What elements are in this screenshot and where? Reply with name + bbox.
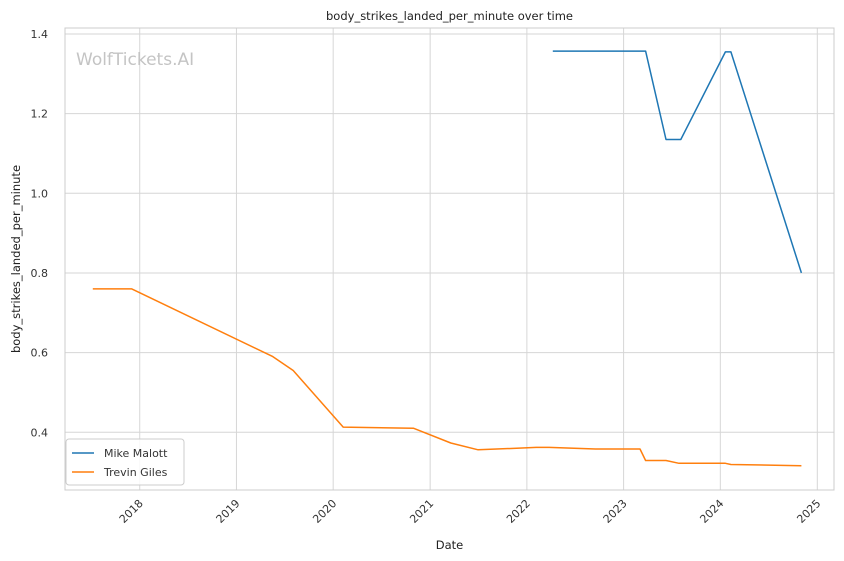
y-tick-label: 1.0: [31, 187, 49, 200]
watermark: WolfTickets.AI: [76, 50, 194, 70]
x-tick-label: 2019: [214, 497, 243, 526]
y-axis-label: body_strikes_landed_per_minute: [9, 165, 23, 353]
series-line-mike-malott: [552, 50, 803, 274]
y-tick-label: 0.8: [31, 267, 49, 280]
x-tick-label: 2020: [310, 497, 339, 526]
x-tick-label: 2018: [117, 497, 146, 526]
chart-title: body_strikes_landed_per_minute over time: [326, 9, 573, 23]
y-tick-label: 0.4: [31, 426, 49, 439]
y-tick-label: 0.6: [31, 347, 49, 360]
series-layer: [92, 50, 803, 467]
x-tick-label: 2022: [504, 497, 533, 526]
grid-layer: [65, 28, 834, 490]
series-line-trevin-giles: [92, 288, 802, 467]
x-tick-label: 2025: [794, 497, 823, 526]
legend: Mike Malott Trevin Giles: [65, 438, 185, 486]
legend-label-mike-malott: Mike Malott: [104, 447, 168, 460]
legend-box: [65, 438, 185, 486]
y-tick-label: 1.2: [31, 108, 49, 121]
plot-frame: [64, 27, 835, 491]
x-tick-label: 2024: [697, 497, 726, 526]
x-tick-label: 2023: [601, 497, 630, 526]
x-axis-label: Date: [436, 538, 464, 552]
legend-label-trevin-giles: Trevin Giles: [103, 466, 168, 479]
y-tick-label: 1.4: [31, 28, 49, 41]
x-tick-label: 2021: [407, 497, 436, 526]
